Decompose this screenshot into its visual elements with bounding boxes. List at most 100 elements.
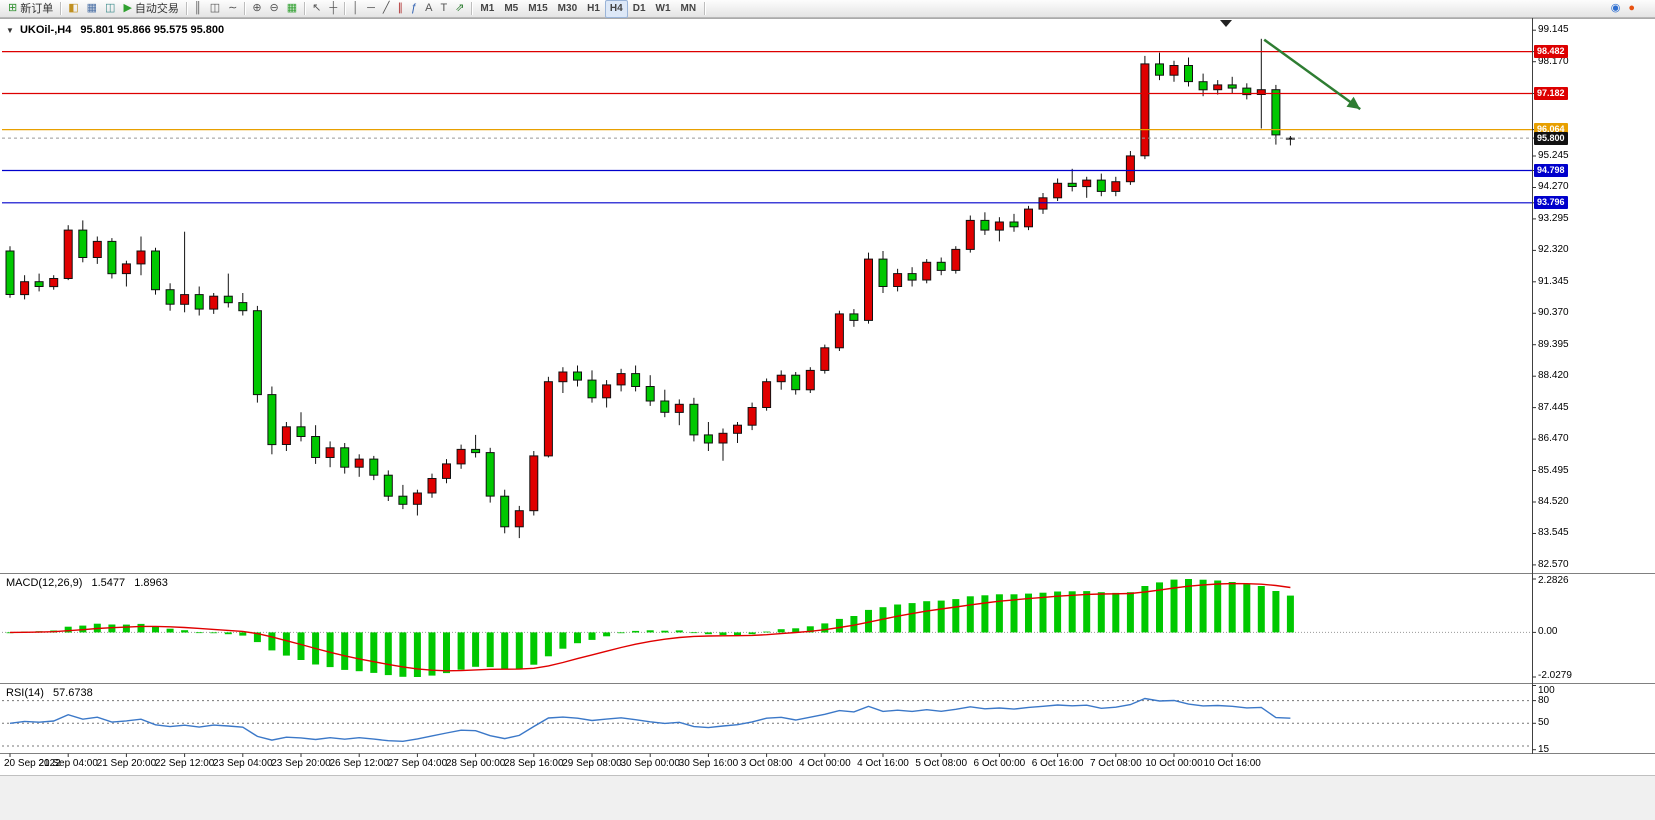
time-label: 28 Sep 16:00	[504, 758, 564, 769]
rsi-header: RSI(14) 57.6738	[6, 687, 93, 699]
equidistant-channel-tool-icon: ∥	[397, 2, 403, 14]
market-watch-button[interactable]: ◫	[101, 0, 119, 18]
timeframe-m5-button-label: M5	[504, 2, 519, 14]
toolbar-separator	[704, 2, 706, 15]
timeframe-h1-button-label: H1	[587, 2, 600, 14]
zoom-out-button[interactable]: ⊖	[266, 0, 283, 18]
timeframe-d1-button-label: D1	[632, 2, 646, 14]
timeframe-m5-button[interactable]: M5	[499, 0, 523, 18]
trendline-tool-button[interactable]: ╱	[379, 0, 394, 18]
time-label: 26 Sep 12:00	[329, 758, 389, 769]
candlestick-type-icon: ◫	[209, 2, 221, 14]
time-label: 22 Sep 12:00	[154, 758, 215, 769]
price-tick-label: 84.520	[1538, 496, 1569, 507]
profiles-icon: ◧	[68, 2, 79, 14]
candlestick-type-button[interactable]: ◫	[206, 0, 224, 18]
time-label: 6 Oct 16:00	[1031, 758, 1084, 769]
line-chart-type-button[interactable]: ∼	[224, 0, 241, 18]
notifications-button[interactable]: ●	[1624, 0, 1639, 18]
macd-axis-label: -2.0279	[1538, 670, 1572, 681]
chart-canvas[interactable]	[0, 18, 1655, 819]
time-label: 29 Sep 08:00	[562, 758, 622, 769]
price-tick-label: 95.245	[1538, 150, 1569, 162]
time-label: 4 Oct 16:00	[857, 758, 909, 769]
time-label: 10 Oct 00:00	[1145, 758, 1203, 769]
price-tick-label: 91.345	[1538, 275, 1569, 287]
timeframe-d1-button[interactable]: D1	[628, 0, 651, 18]
ohlc-values: 95.801 95.866 95.575 95.800	[80, 24, 225, 36]
rsi-axis-label: 80	[1538, 694, 1550, 706]
crosshair-tool-icon: ┼	[329, 2, 338, 14]
vertical-line-tool-button[interactable]: │	[348, 0, 363, 18]
price-tick-label: 98.170	[1538, 55, 1569, 67]
search-button[interactable]: ◉	[1607, 0, 1625, 18]
timeframe-mn-button[interactable]: MN	[676, 0, 702, 18]
text-label-tool-button[interactable]: T	[436, 0, 451, 18]
timeframe-m30-button-label: M30	[557, 2, 578, 14]
timeframe-m30-button[interactable]: M30	[553, 0, 582, 18]
price-line-tag: 97.182	[1534, 87, 1568, 101]
horizontal-line-tool-icon: ─	[367, 2, 375, 14]
text-tool-icon: A	[425, 2, 433, 14]
price-tick-label: 92.320	[1538, 244, 1569, 256]
equidistant-channel-tool-button[interactable]: ∥	[393, 0, 407, 18]
rsi-label: RSI(14)	[6, 687, 44, 699]
auto-trading-icon: ▶	[123, 2, 132, 14]
price-tick-label: 88.420	[1538, 370, 1569, 382]
fibonacci-tool-icon: ƒ	[410, 2, 418, 14]
charts-window-icon: ▦	[86, 2, 98, 14]
current-price-tag: 95.800	[1534, 131, 1568, 145]
macd-header: MACD(12,26,9) 1.5477 1.8963	[6, 577, 168, 589]
crosshair-tool-button[interactable]: ┼	[325, 0, 341, 18]
tile-windows-button[interactable]: ▦	[283, 0, 301, 18]
price-tick-label: 99.145	[1538, 24, 1569, 36]
price-line-tag: 94.798	[1534, 163, 1568, 177]
timeframe-w1-button-label: W1	[655, 2, 671, 14]
timeframe-w1-button[interactable]: W1	[651, 0, 676, 18]
arrows-tool-button[interactable]: ⇗	[451, 0, 468, 18]
timeframe-m15-button[interactable]: M15	[523, 0, 552, 18]
zoom-in-button[interactable]: ⊕	[248, 0, 265, 18]
time-label: 30 Sep 16:00	[678, 758, 739, 769]
chart-title: ▼ UKOil-,H4 95.801 95.866 95.575 95.800	[6, 24, 224, 36]
time-label: 23 Sep 04:00	[213, 758, 273, 769]
collapse-icon[interactable]: ▼	[6, 26, 14, 35]
toolbar-separator	[304, 2, 306, 15]
tile-windows-icon: ▦	[286, 2, 298, 14]
price-tick-label: 94.270	[1538, 181, 1569, 193]
notifications-icon: ●	[1628, 2, 1635, 14]
timeframe-m15-button-label: M15	[528, 2, 548, 14]
new-order-button[interactable]: ⊞ 新订单	[4, 0, 57, 18]
macd-axis-label: 2.2826	[1538, 575, 1569, 586]
price-line-tag: 98.482	[1534, 45, 1568, 59]
cursor-tool-button[interactable]: ↖	[308, 0, 325, 18]
price-tick-label: 83.545	[1538, 527, 1569, 539]
macd-main-value: 1.5477	[91, 577, 126, 589]
auto-trading-button[interactable]: ▶ 自动交易	[119, 0, 182, 18]
time-label: 21 Sep 04:00	[38, 758, 98, 769]
toolbar-separator	[60, 2, 62, 15]
horizontal-line-tool-button[interactable]: ─	[363, 0, 379, 18]
price-tick-label: 85.495	[1538, 464, 1569, 476]
profiles-button[interactable]: ◧	[64, 0, 82, 18]
time-label: 10 Oct 16:00	[1203, 758, 1261, 769]
timeframe-h1-button[interactable]: H1	[582, 0, 605, 18]
horizontal-line-objects[interactable]	[2, 50, 1532, 204]
trendline-tool-icon: ╱	[382, 2, 390, 14]
bar-chart-type-button[interactable]: ║	[190, 0, 206, 18]
trend-arrow-object[interactable]	[1263, 38, 1361, 111]
price-tick-label: 89.395	[1538, 338, 1569, 350]
text-tool-button[interactable]: A	[421, 0, 436, 18]
charts-window-button[interactable]: ▦	[83, 0, 101, 18]
toolbar-separator	[471, 2, 473, 15]
rsi-axis-label: 15	[1538, 743, 1550, 755]
time-label: 5 Oct 08:00	[915, 758, 968, 769]
timeframe-m1-button[interactable]: M1	[475, 0, 499, 18]
timeframe-h4-button[interactable]: H4	[604, 0, 628, 18]
price-tick-label: 82.570	[1538, 558, 1569, 570]
toolbar-separator	[185, 2, 187, 15]
arrows-tool-icon: ⇗	[455, 2, 465, 14]
fibonacci-tool-button[interactable]: ƒ	[407, 0, 421, 18]
panel-separators	[0, 18, 1655, 754]
